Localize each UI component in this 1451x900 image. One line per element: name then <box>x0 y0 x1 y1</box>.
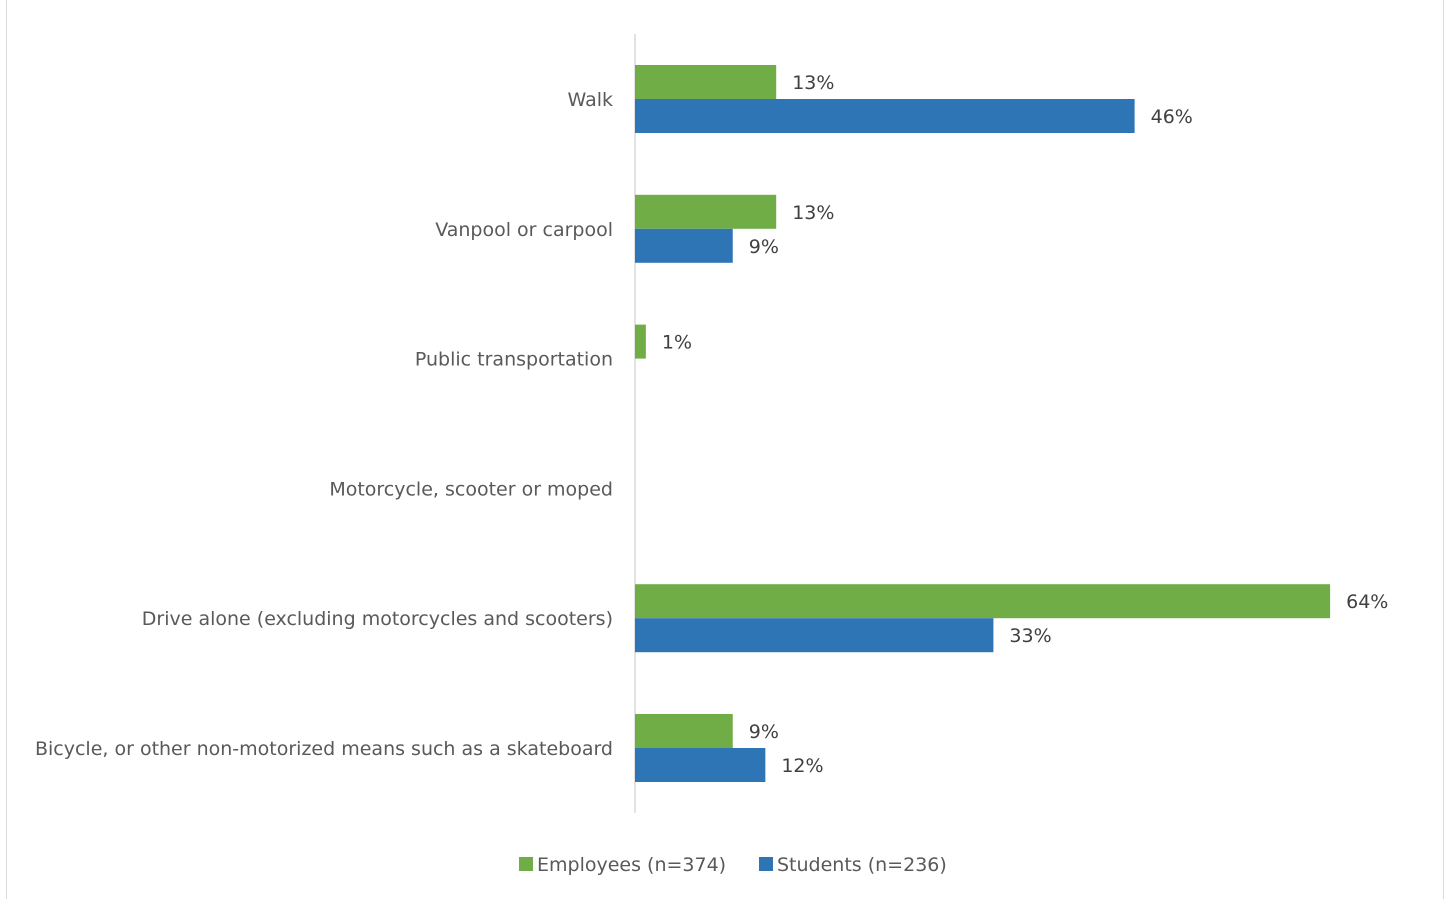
bar-students <box>635 748 766 782</box>
bar-students <box>635 618 994 653</box>
data-label: 33% <box>1009 625 1051 647</box>
legend-swatch <box>519 857 533 871</box>
data-label: 64% <box>1346 591 1388 613</box>
bar-employees <box>635 194 777 229</box>
data-label: 13% <box>792 72 834 94</box>
data-label: 9% <box>749 721 779 743</box>
bar-employees <box>635 324 646 359</box>
data-label: 12% <box>781 755 823 777</box>
bar-students <box>635 228 733 263</box>
bar-employees <box>635 584 1331 619</box>
bar-employees <box>635 714 733 748</box>
data-label: 9% <box>749 236 779 258</box>
legend-label: Employees (n=374) <box>537 854 726 876</box>
data-label: 46% <box>1151 106 1193 128</box>
data-label: 13% <box>792 202 834 224</box>
legend-swatch <box>759 857 773 871</box>
category-label: Bicycle, or other non-motorized means su… <box>35 738 613 760</box>
category-label: Vanpool or carpool <box>435 219 613 241</box>
chart-frame: Walk 13% 46% Vanpool or carpool 13% 9% Public … <box>6 0 1444 899</box>
legend-label: Students (n=236) <box>777 854 947 876</box>
chart-svg: Walk 13% 46% Vanpool or carpool 13% 9% Public … <box>35 34 1388 876</box>
category-label: Drive alone (excluding motorcycles and s… <box>142 608 613 630</box>
data-label: 1% <box>662 332 692 354</box>
bar-students <box>635 99 1135 133</box>
category-label: Motorcycle, scooter or moped <box>329 478 613 500</box>
category-label: Walk <box>568 89 614 111</box>
bar-employees <box>635 65 777 99</box>
category-label: Public transportation <box>415 349 613 371</box>
